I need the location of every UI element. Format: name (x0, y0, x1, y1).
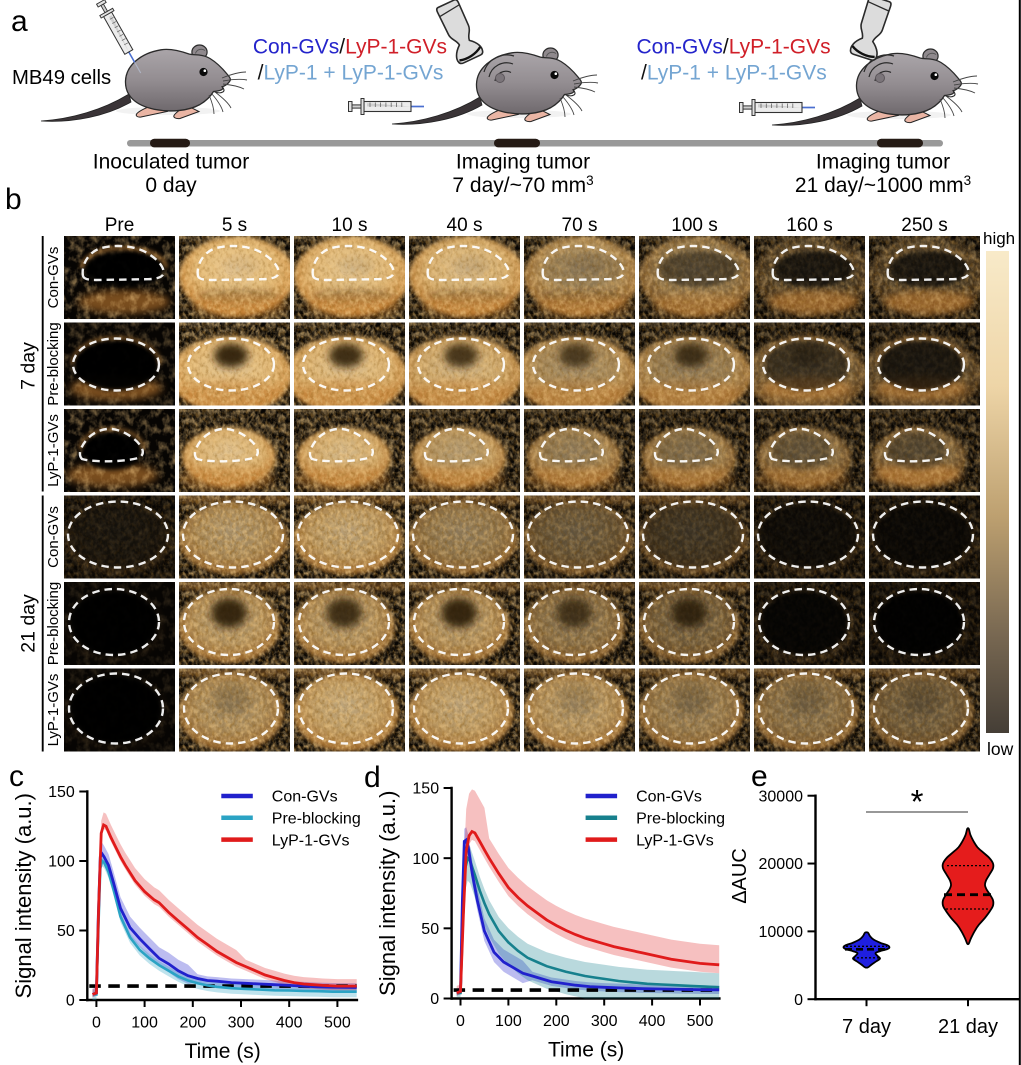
svg-text:70 s: 70 s (562, 215, 598, 236)
svg-text:7 day: 7 day (18, 342, 40, 390)
svg-text:500: 500 (687, 1013, 714, 1030)
svg-text:5 s: 5 s (222, 215, 247, 236)
svg-text:50: 50 (421, 921, 439, 938)
svg-text:0: 0 (430, 991, 439, 1008)
svg-text:21 day/~1000 mm3: 21 day/~1000 mm3 (795, 173, 971, 197)
svg-text:21 day: 21 day (938, 1016, 998, 1038)
svg-text:0: 0 (66, 993, 75, 1010)
svg-text:Con-GVs/LyP-1-GVs: Con-GVs/LyP-1-GVs (637, 36, 831, 59)
svg-text:/LyP-1 + LyP-1-GVs: /LyP-1 + LyP-1-GVs (641, 61, 827, 84)
svg-text:MB49 cells: MB49 cells (12, 67, 111, 89)
svg-text:c: c (9, 760, 24, 793)
svg-text:7 day: 7 day (842, 1016, 891, 1038)
svg-text:0: 0 (92, 1015, 101, 1032)
svg-text:a: a (11, 5, 28, 38)
svg-text:100: 100 (495, 1013, 522, 1030)
svg-text:7 day/~70 mm3: 7 day/~70 mm3 (452, 173, 593, 197)
svg-text:100 s: 100 s (671, 215, 717, 236)
svg-text:500: 500 (324, 1015, 351, 1032)
svg-text:150: 150 (48, 784, 75, 801)
svg-text:low: low (987, 739, 1014, 759)
svg-text:Time (s): Time (s) (548, 1039, 624, 1062)
svg-text:Con-GVs/LyP-1-GVs: Con-GVs/LyP-1-GVs (253, 36, 447, 59)
svg-text:*: * (911, 783, 924, 820)
svg-text:250 s: 250 s (901, 215, 947, 236)
svg-text:Con-GVs: Con-GVs (272, 789, 338, 806)
svg-text:0: 0 (794, 992, 803, 1009)
svg-text:200: 200 (179, 1015, 206, 1032)
svg-text:10 s: 10 s (332, 215, 368, 236)
svg-text:Imaging tumor: Imaging tumor (456, 151, 590, 174)
svg-text:b: b (5, 183, 22, 216)
svg-text:Pre-blocking: Pre-blocking (636, 811, 725, 828)
svg-text:0: 0 (456, 1013, 465, 1030)
svg-text:Con-GVs: Con-GVs (45, 506, 62, 568)
svg-text:Time (s): Time (s) (185, 1040, 261, 1063)
svg-text:LyP-1-GVs: LyP-1-GVs (45, 414, 62, 487)
svg-text:100: 100 (48, 854, 75, 871)
svg-text:150: 150 (412, 781, 439, 798)
svg-text:10000: 10000 (759, 924, 804, 941)
svg-text:50: 50 (57, 923, 75, 940)
svg-text:Pre-blocking: Pre-blocking (45, 582, 62, 665)
svg-text:Signal intensity (a.u.): Signal intensity (a.u.) (375, 791, 400, 996)
svg-text:Imaging tumor: Imaging tumor (816, 151, 950, 174)
svg-text:e: e (751, 760, 768, 793)
svg-text:Pre-blocking: Pre-blocking (272, 811, 361, 828)
svg-text:200: 200 (543, 1013, 570, 1030)
svg-text:100: 100 (131, 1015, 158, 1032)
svg-text:400: 400 (276, 1015, 303, 1032)
svg-text:300: 300 (591, 1013, 618, 1030)
svg-text:LyP-1-GVs: LyP-1-GVs (636, 832, 714, 849)
svg-text:100: 100 (412, 851, 439, 868)
svg-text:Inoculated tumor: Inoculated tumor (93, 151, 249, 174)
svg-text:d: d (364, 761, 381, 794)
svg-text:Pre-blocking: Pre-blocking (45, 322, 62, 405)
svg-text:high: high (983, 229, 1015, 248)
svg-text:30000: 30000 (759, 788, 804, 805)
svg-text:21 day: 21 day (18, 594, 40, 653)
svg-text:Pre: Pre (105, 215, 135, 236)
svg-text:/LyP-1 + LyP-1-GVs: /LyP-1 + LyP-1-GVs (258, 61, 444, 84)
svg-text:Con-GVs: Con-GVs (636, 789, 702, 806)
svg-text:Con-GVs: Con-GVs (45, 247, 62, 309)
svg-text:20000: 20000 (759, 856, 804, 873)
svg-text:400: 400 (639, 1013, 666, 1030)
svg-text:40 s: 40 s (447, 215, 483, 236)
svg-text:0 day: 0 day (145, 174, 197, 197)
svg-text:LyP-1-GVs: LyP-1-GVs (45, 674, 62, 747)
svg-text:300: 300 (228, 1015, 255, 1032)
svg-text:LyP-1-GVs: LyP-1-GVs (272, 832, 350, 849)
svg-text:Signal intensity (a.u.): Signal intensity (a.u.) (11, 793, 36, 998)
svg-text:ΔAUC: ΔAUC (729, 848, 751, 904)
svg-text:160 s: 160 s (786, 215, 832, 236)
